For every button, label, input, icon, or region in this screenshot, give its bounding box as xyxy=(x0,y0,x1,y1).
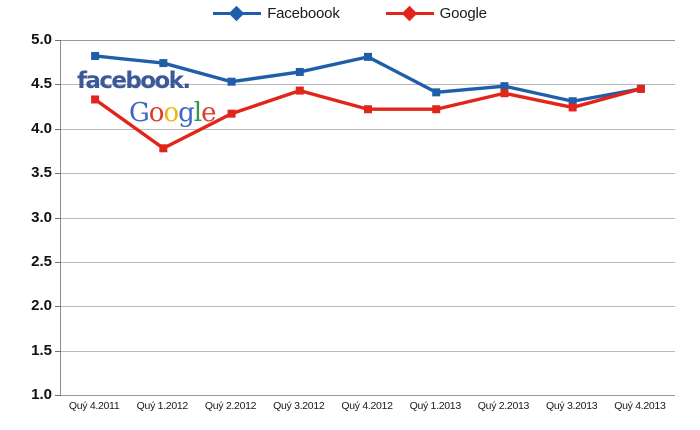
x-axis-tick-label: Quý 4.2011 xyxy=(68,400,120,412)
y-axis-tick xyxy=(55,306,61,308)
data-point-marker[interactable] xyxy=(568,103,577,112)
x-axis-tick-label: Quý 1.2012 xyxy=(136,400,189,412)
data-point-marker[interactable] xyxy=(500,89,509,98)
y-axis-tick xyxy=(55,128,61,130)
data-point-marker[interactable] xyxy=(364,52,372,61)
legend-swatch-google xyxy=(385,5,434,22)
x-axis-tick-label: Quý 4.2013 xyxy=(614,400,666,412)
legend-swatch-faceboook xyxy=(213,5,262,22)
y-axis-tick xyxy=(55,395,61,396)
legend-label-faceboook: Faceboook xyxy=(267,4,340,22)
gridline xyxy=(61,261,675,263)
x-axis-labels: Quý 4.2011 Quý 1.2012 Quý 2.2012 Quý 3.2012… xyxy=(60,400,674,422)
data-point-marker[interactable] xyxy=(159,59,168,68)
y-axis-tick-label: 2.0 xyxy=(31,297,52,315)
x-axis-tick-label: Quý 2.2012 xyxy=(204,400,257,412)
x-axis-tick-label: Quý 2.2013 xyxy=(477,400,530,412)
y-axis-tick xyxy=(55,350,61,352)
y-axis-tick xyxy=(55,84,61,86)
data-point-marker[interactable] xyxy=(364,105,372,114)
y-axis-tick-label: 1.0 xyxy=(31,386,52,403)
x-axis-tick-label: Quý 1.2013 xyxy=(409,400,462,412)
gridline xyxy=(61,173,675,175)
y-axis-tick-label: 4.0 xyxy=(31,119,52,137)
y-axis-tick-label: 5.0 xyxy=(31,31,52,48)
data-point-marker[interactable] xyxy=(432,105,441,114)
data-point-marker[interactable] xyxy=(295,86,304,95)
y-axis-tick xyxy=(55,217,61,219)
data-point-marker[interactable] xyxy=(227,109,236,118)
gridline xyxy=(61,40,675,41)
data-point-marker[interactable] xyxy=(91,95,100,104)
y-axis-tick-label: 1.5 xyxy=(31,341,52,359)
legend-item-faceboook[interactable]: Faceboook xyxy=(213,4,340,22)
x-axis-tick-label: Quý 3.2012 xyxy=(273,400,325,412)
y-axis-tick-label: 4.5 xyxy=(31,75,52,93)
gridline xyxy=(61,350,675,352)
y-axis-tick xyxy=(55,40,61,41)
data-point-marker[interactable] xyxy=(227,77,236,86)
data-point-marker[interactable] xyxy=(295,67,304,76)
gridline xyxy=(61,128,675,130)
data-point-marker[interactable] xyxy=(500,82,509,91)
x-axis-tick-label: Quý 4.2012 xyxy=(341,400,393,412)
gridline xyxy=(61,306,675,308)
data-point-marker[interactable] xyxy=(91,51,100,60)
legend-label-google: Google xyxy=(439,4,487,22)
legend-item-google[interactable]: Google xyxy=(385,4,487,22)
series-line-faceboook xyxy=(93,54,643,103)
plot-area: facebook. Google xyxy=(55,40,675,396)
data-point-marker[interactable] xyxy=(432,88,441,97)
y-axis-tick xyxy=(55,173,61,175)
y-axis-tick-label: 3.0 xyxy=(31,208,52,226)
gridline xyxy=(61,84,675,86)
data-point-marker[interactable] xyxy=(159,144,168,153)
y-axis-tick-label: 2.5 xyxy=(31,252,52,270)
y-axis-tick xyxy=(55,261,61,263)
data-point-marker[interactable] xyxy=(568,97,577,106)
data-point-marker[interactable] xyxy=(636,84,645,93)
diamond-marker-icon xyxy=(228,5,245,22)
chart-legend: Faceboook Google xyxy=(0,0,700,26)
gridline xyxy=(61,395,675,396)
series-plot xyxy=(91,51,645,153)
x-axis-tick-label: Quý 3.2013 xyxy=(546,400,598,412)
y-axis-tick-label: 3.5 xyxy=(31,164,52,182)
diamond-marker-icon xyxy=(401,5,417,22)
gridline xyxy=(61,217,675,219)
